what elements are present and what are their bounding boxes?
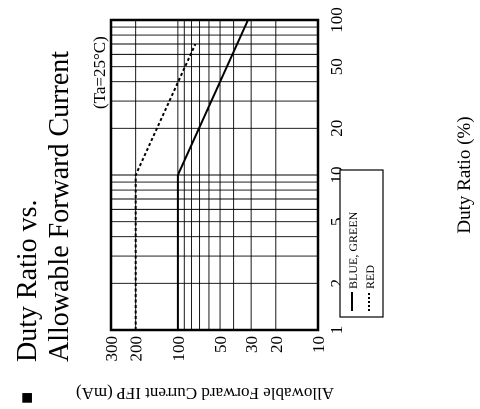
legend: BLUE, GREEN RED (339, 169, 384, 318)
x-tick-label: 2 (327, 279, 346, 288)
x-tick-label: 100 (327, 7, 346, 33)
x-tick-label: 1 (327, 326, 346, 335)
plot-frame (109, 18, 320, 332)
chart-title-line-1: Duty Ratio vs. (12, 199, 43, 362)
y-tick-label: 200 (127, 336, 146, 362)
chart-title-line-2: Allowable Forward Current (44, 51, 75, 362)
x-tick-label: 20 (327, 120, 346, 137)
legend-label-blue-green: BLUE, GREEN (346, 211, 360, 289)
series-lines (134, 19, 249, 330)
y-tick-label: 50 (211, 336, 230, 353)
plot-area (109, 18, 320, 332)
x-tick-label: 50 (327, 58, 346, 75)
series-line-blue-green (176, 19, 249, 330)
grid-lines (111, 20, 318, 330)
y-tick-label: 10 (309, 336, 328, 353)
legend-box (339, 169, 384, 318)
y-tick-label: 100 (169, 336, 188, 362)
title-bullet: ■ (16, 392, 38, 404)
legend-label-red: RED (363, 265, 377, 289)
y-tick-label: 30 (242, 336, 261, 353)
y-tick-label: 20 (267, 336, 286, 353)
y-axis-label: Allowable Forward Current IFP (mA) (76, 384, 334, 403)
condition-label: (Ta=25°C) (90, 36, 109, 109)
y-tick-label: 300 (102, 336, 121, 362)
x-axis-label: Duty Ratio (%) (454, 116, 475, 233)
chart-title-block: ■ Duty Ratio vs. Allowable Forward Curre… (12, 51, 75, 404)
x-tick-label: 5 (327, 217, 346, 226)
series-line-red (134, 43, 197, 330)
y-tick-labels: 10 20 30 50 100 200 300 (102, 336, 328, 362)
